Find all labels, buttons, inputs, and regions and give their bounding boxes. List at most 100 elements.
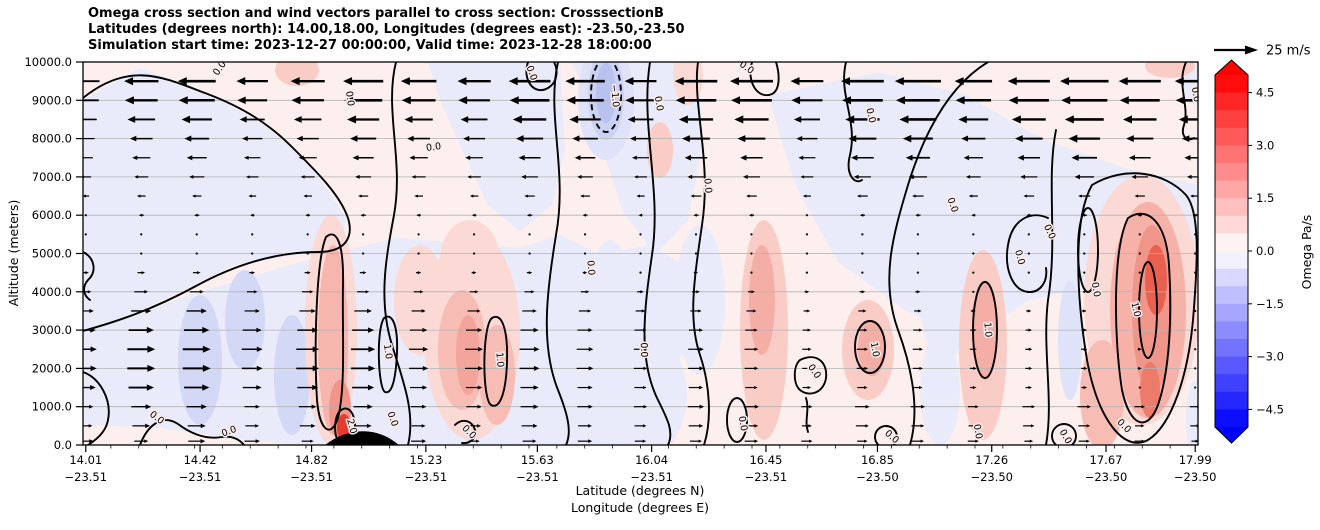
wind-vector-dot [1194, 290, 1197, 293]
omega-filled-contours [83, 62, 1198, 445]
wind-vector-head [583, 271, 588, 275]
wind-vector-head [865, 404, 870, 409]
wind-vector-head [79, 156, 83, 160]
wind-vector-head [636, 194, 640, 198]
path-shape [843, 62, 863, 183]
wind-vector-head [477, 328, 483, 333]
wind-vector-head [696, 290, 700, 294]
wind-vector-dot [140, 233, 143, 236]
y-tick-label: 9000.0 [32, 93, 72, 107]
wind-vector-head [75, 117, 81, 122]
terrain-silhouette [325, 431, 399, 445]
wind-vector-head [475, 290, 479, 294]
wind-vector-head [1014, 135, 1023, 143]
wind-vector-head [524, 194, 528, 198]
wind-vector-head [954, 77, 964, 86]
path-shape [83, 74, 351, 332]
wind-vector-head [565, 77, 575, 86]
wind-vector-head [807, 385, 812, 390]
wind-vector-head [532, 439, 537, 443]
wind-vector-head [422, 346, 429, 352]
wind-vector-head [312, 384, 319, 391]
contour-label: 0.0 [1089, 281, 1102, 298]
wind-vector-dot [528, 233, 531, 236]
wind-vector-dot [306, 252, 309, 255]
wind-vector-head [1178, 115, 1188, 124]
ellipse-shape [1080, 340, 1124, 445]
wind-vector-head [1181, 135, 1190, 142]
wind-vector-head [699, 385, 704, 390]
x-axis-label-longitude: Longitude (degrees E) [571, 500, 709, 515]
wind-vector-head [742, 174, 748, 180]
wind-vector-dot [1138, 386, 1141, 389]
wind-vector-head [202, 364, 211, 372]
x-tick-label-latitude: 17.26 [975, 453, 1008, 467]
wind-vector-head [1126, 135, 1134, 143]
wind-vector-head [201, 404, 207, 410]
wind-vector-head [200, 423, 206, 429]
wind-vector-head [533, 346, 540, 352]
wind-vector-head [296, 135, 303, 142]
wind-vector-dot [84, 252, 87, 255]
wind-vector-head [802, 194, 807, 198]
wind-vector-head [255, 309, 260, 313]
wind-vector-dot [1083, 290, 1086, 293]
wind-vector-dot [972, 252, 975, 255]
title-block: Omega cross section and wind vectors par… [88, 6, 685, 53]
wind-vector-head [421, 424, 426, 428]
path-shape [139, 419, 245, 445]
wind-vector-head [1020, 174, 1026, 180]
wind-vector-head [83, 194, 86, 198]
plot-title: Omega cross section and wind vectors par… [88, 6, 664, 21]
contour-label: 1.0 [981, 322, 993, 338]
wind-vector-head [355, 174, 360, 179]
wind-vector-head [588, 404, 593, 409]
wind-vector-head [919, 366, 923, 370]
wind-vector-head [465, 155, 471, 160]
wind-vector-head [145, 308, 152, 314]
colorbar-segment [1215, 409, 1248, 428]
y-tick-label: 7000.0 [32, 170, 72, 184]
path-shape [1045, 129, 1057, 445]
wind-vector-head [634, 175, 638, 179]
wind-vector-head [457, 77, 467, 86]
wind-vector-head [975, 405, 979, 409]
colorbar-segment [1215, 198, 1248, 217]
wind-vector-dot [1083, 271, 1086, 274]
wind-vector-head [862, 309, 867, 313]
wind-vector-head [684, 154, 692, 161]
wind-vector-dot [750, 271, 753, 274]
wind-vector-head [244, 155, 249, 160]
wind-vector-head [88, 424, 93, 428]
wind-vector-head [1184, 155, 1191, 161]
wind-vector-head [1134, 194, 1139, 198]
wind-vector-head [1028, 366, 1033, 370]
wind-vector-head [309, 290, 314, 294]
wind-vector-head [72, 78, 80, 85]
wind-vector-head [918, 309, 922, 313]
wind-vector-head [1059, 77, 1069, 86]
wind-vector-head [625, 96, 634, 105]
wind-vector-head [350, 135, 358, 142]
wind-vector-head [311, 423, 316, 428]
ellipse-shape [178, 295, 222, 425]
ellipse-shape [373, 387, 397, 443]
wind-vector-head [1028, 347, 1033, 351]
colorbar-tick-label: −3.0 [1256, 350, 1284, 364]
wind-vector-head [961, 135, 969, 142]
wind-vector-head [588, 366, 594, 371]
wind-vector-head [678, 115, 688, 124]
wind-vector-head [409, 155, 415, 161]
path-shape [888, 62, 989, 445]
wind-vector-dot [861, 271, 864, 274]
wind-vector-head [754, 347, 759, 351]
y-tick-label: 8000.0 [32, 132, 72, 146]
wind-vector-head [200, 439, 206, 444]
path-shape [483, 315, 509, 407]
wind-vector-head [1086, 424, 1091, 428]
wind-vector-dot [417, 233, 420, 236]
wind-vector-head [641, 309, 646, 313]
ellipse-shape [1140, 362, 1160, 418]
wind-vector-head [863, 328, 868, 332]
